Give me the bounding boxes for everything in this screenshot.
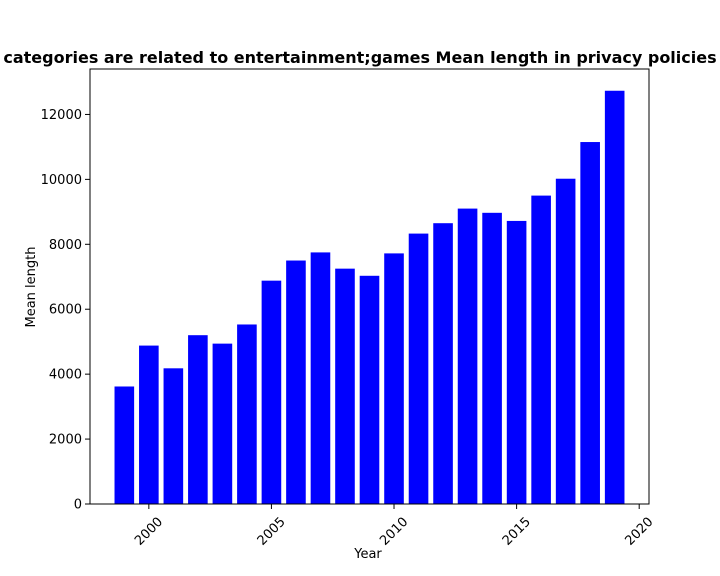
x-tick-label: 2015 [500, 515, 534, 549]
bar-2002 [188, 335, 208, 504]
bar-2005 [261, 280, 282, 504]
bar-2018 [580, 142, 600, 505]
y-tick-label: 12000 [41, 108, 82, 123]
plot-area-frame [89, 68, 650, 505]
bar-2011 [408, 233, 429, 504]
bar-1999 [114, 386, 135, 504]
bar-2003 [212, 343, 233, 504]
x-tick-label: 2005 [255, 515, 289, 549]
bars-group [114, 90, 625, 505]
y-tick-label: 8000 [49, 238, 82, 253]
x-tick-label: 2020 [622, 515, 656, 549]
x-axis-ticks: 2000 2005 2010 2015 2020 [132, 504, 656, 549]
bar-2019 [604, 90, 625, 504]
y-tick-label: 6000 [49, 303, 82, 318]
bar-2008 [335, 268, 355, 504]
y-axis-ticks: 0 2000 4000 6000 8000 10000 12000 [41, 108, 90, 513]
bar-2001 [163, 368, 184, 504]
bar-2010 [384, 253, 404, 504]
y-tick-label: 10000 [41, 173, 82, 188]
bar-2009 [359, 275, 380, 504]
y-tick-label: 2000 [49, 433, 82, 448]
bar-2000 [139, 345, 159, 504]
y-axis-label: Mean length [24, 247, 39, 328]
bar-2016 [531, 195, 551, 504]
y-tick-label: 0 [74, 498, 82, 513]
bar-2013 [457, 208, 478, 504]
y-tick-label: 4000 [49, 368, 82, 383]
x-axis-label: Year [353, 547, 382, 562]
bar-2015 [506, 220, 527, 504]
bar-2004 [237, 324, 257, 504]
bar-2006 [286, 260, 306, 504]
bar-2014 [482, 212, 502, 504]
chart-title: categories are related to entertainment;… [3, 48, 716, 67]
bar-2007 [310, 252, 331, 504]
x-tick-label: 2010 [377, 515, 411, 549]
bar-2012 [433, 223, 453, 504]
x-tick-label: 2000 [132, 515, 166, 549]
bar-2017 [555, 178, 576, 504]
